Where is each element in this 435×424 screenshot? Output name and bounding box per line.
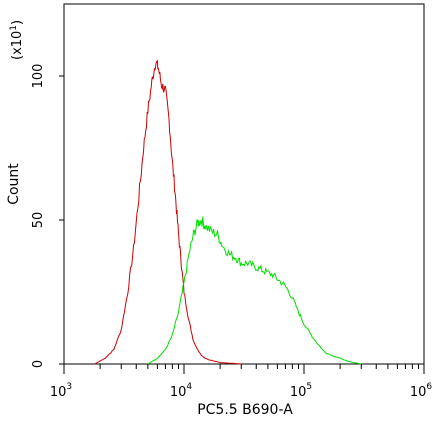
y-multiplier-suffix: )	[10, 20, 25, 25]
x-tick-label-3: 106	[410, 382, 433, 400]
y-tick-label-2: 100	[31, 64, 46, 89]
y-axis-label: Count	[6, 163, 22, 205]
y-tick-label-0: 0	[31, 360, 46, 368]
y-multiplier-prefix: (x10	[10, 31, 25, 60]
x-axis-label: PC5.5 B690-A	[197, 402, 293, 418]
y-multiplier-label: (x101)	[9, 20, 25, 60]
x-tick-label-2: 105	[290, 382, 312, 400]
x-tick-label-1: 104	[170, 382, 193, 400]
series-line-1	[147, 216, 362, 365]
series-layer	[94, 60, 362, 365]
plot-frame	[63, 3, 425, 365]
axis-layer: 0 50 100 103 104 105 106	[31, 64, 432, 400]
x-tick-label-0: 103	[50, 382, 72, 400]
y-multiplier-exponent: 1	[9, 25, 19, 31]
series-line-0	[94, 60, 242, 365]
y-tick-label-1: 50	[31, 212, 46, 229]
